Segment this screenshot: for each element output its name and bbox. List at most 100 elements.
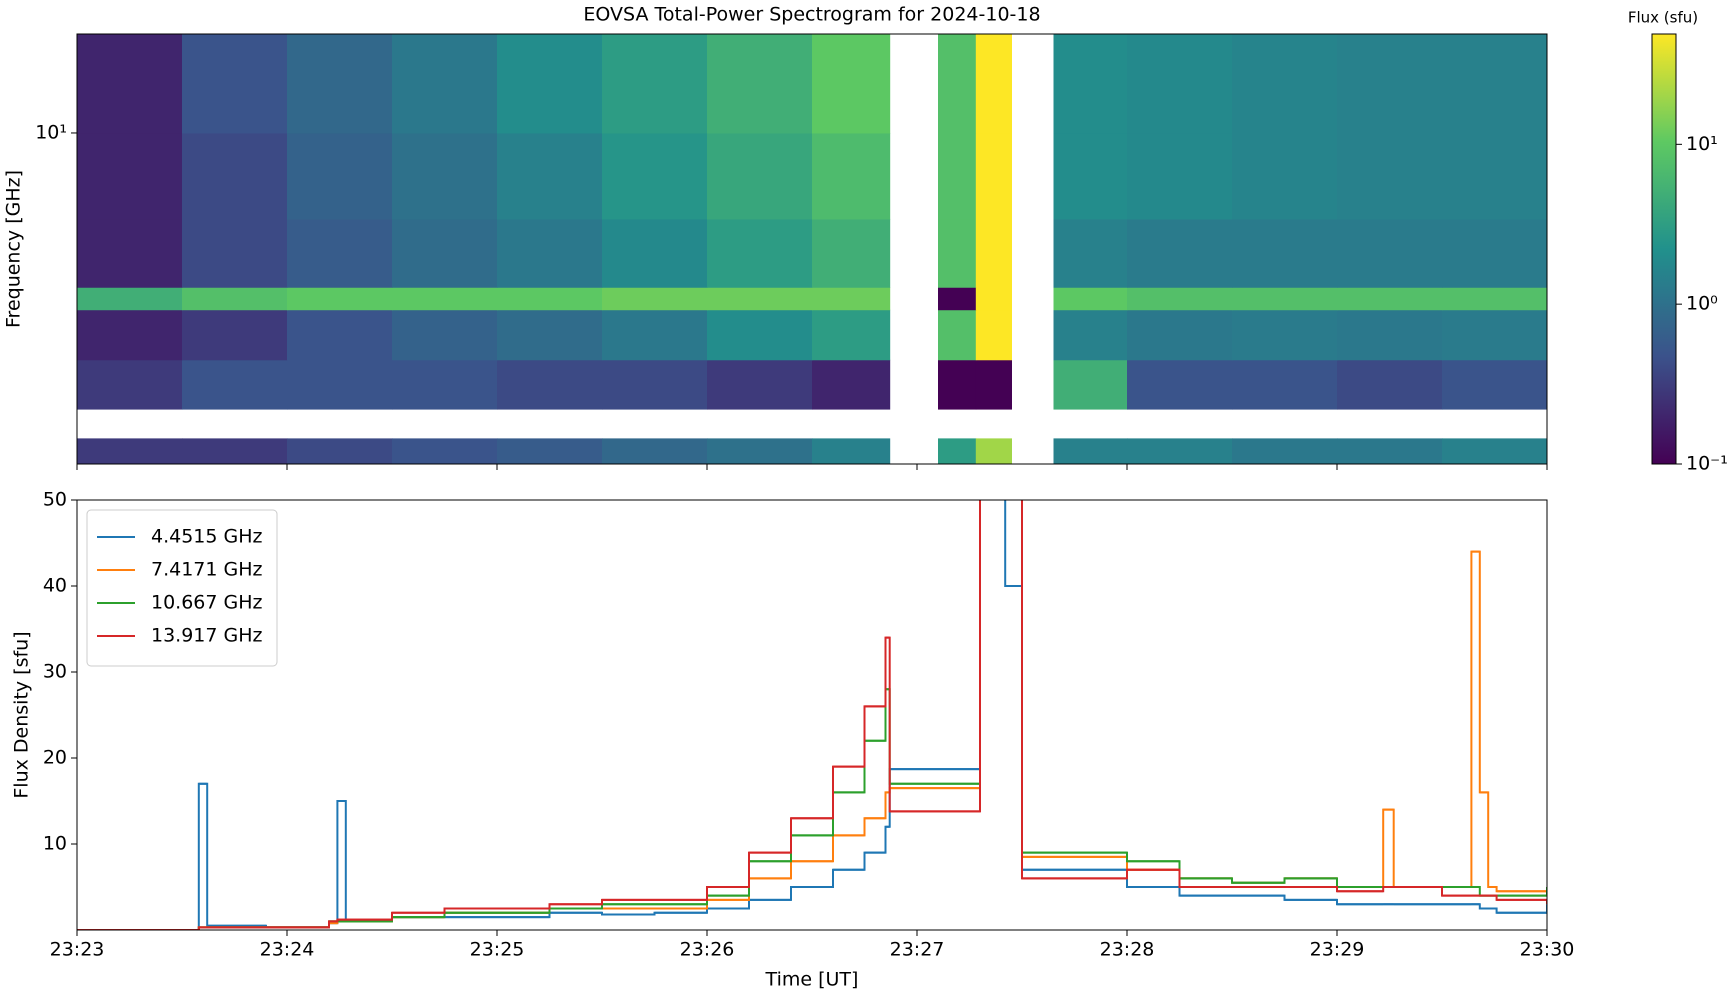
heatmap-cell [497, 34, 603, 134]
heatmap-cell [812, 309, 891, 361]
heatmap-cell [1127, 34, 1233, 134]
y-tick-label: 10 [43, 833, 67, 855]
heatmap-cell [1442, 34, 1548, 134]
heatmap-cell [392, 34, 498, 134]
heatmap-cell [1337, 287, 1443, 311]
heatmap-cell [1232, 34, 1338, 134]
heatmap-cell [287, 309, 393, 361]
plot-area [77, 500, 1547, 930]
y-tick-label: 20 [43, 747, 67, 769]
heatmap-cell [1127, 287, 1233, 311]
heatmap-cell [602, 438, 708, 465]
heatmap-cell [77, 218, 183, 288]
heatmap-cell [1127, 218, 1233, 288]
heatmap-cell [392, 218, 498, 288]
heatmap-cell [392, 309, 498, 361]
heatmap-cell [812, 359, 891, 410]
heatmap-cell [77, 359, 183, 410]
heatmap-cell [938, 309, 977, 361]
y-tick-label: 50 [43, 489, 67, 511]
heatmap-cell [1442, 359, 1548, 410]
heatmap-cell [287, 34, 393, 134]
y-tick-label: 40 [43, 575, 67, 597]
heatmap-cell [1337, 132, 1443, 220]
step-connector [77, 500, 1547, 930]
heatmap-cell [602, 218, 708, 288]
heatmap-cell [497, 438, 603, 465]
heatmap-cell [938, 438, 977, 465]
heatmap-cell [1053, 218, 1128, 288]
heatmap-cell [1127, 132, 1233, 220]
heatmap-cell [707, 132, 813, 220]
heatmap-cell [975, 309, 1012, 361]
heatmap-cell [812, 132, 891, 220]
heatmap-cell [938, 359, 977, 410]
x-tick-label: 23:23 [50, 939, 105, 961]
plot-frame [76, 33, 1548, 465]
heatmap-cell [707, 287, 813, 311]
heatmap-cell [182, 359, 288, 410]
x-tick-label: 23:27 [890, 939, 945, 961]
legend-label: 13.917 GHz [151, 625, 263, 647]
step-connector [77, 500, 1547, 930]
x-tick-label: 23:25 [470, 939, 525, 961]
heatmap-cell [287, 218, 393, 288]
heatmap-cell [1127, 359, 1233, 410]
heatmap-cell [812, 438, 891, 465]
heatmap-cell [1053, 34, 1128, 134]
heatmap-cell [1053, 132, 1128, 220]
heatmap-cell [707, 309, 813, 361]
heatmap-cell [1337, 309, 1443, 361]
heatmap-cell [77, 438, 183, 465]
y-tick-label: 30 [43, 661, 67, 683]
heatmap-cell [182, 287, 288, 311]
heatmap-cell [938, 218, 977, 288]
heatmap-cell [497, 359, 603, 410]
y-tick-label: 10¹ [35, 121, 67, 143]
chart-title: EOVSA Total-Power Spectrogram for 2024-1… [583, 4, 1040, 26]
legend-label: 4.4515 GHz [151, 526, 263, 548]
heatmap-cell [1442, 287, 1548, 311]
heatmap-cell [182, 309, 288, 361]
heatmap-cell [1337, 359, 1443, 410]
heatmap-cell [497, 132, 603, 220]
heatmap-cell [1442, 218, 1548, 288]
heatmap-cell [602, 287, 708, 311]
heatmap-cell [975, 132, 1012, 220]
heatmap-cell [77, 132, 183, 220]
heatmap-cell [812, 287, 891, 311]
heatmap-cell [1442, 438, 1548, 465]
x-tick-label: 23:26 [680, 939, 735, 961]
heatmap-cell [392, 132, 498, 220]
heatmap-cell [1442, 132, 1548, 220]
heatmap-cell [707, 438, 813, 465]
heatmap-cell [602, 309, 708, 361]
colorbar-tick-label: 10⁰ [1686, 293, 1718, 315]
heatmap-cell [812, 34, 891, 134]
heatmap-cell [77, 309, 183, 361]
x-axis-label: Time [UT] [765, 969, 859, 991]
colorbar-label: Flux (sfu) [1628, 9, 1698, 27]
heatmap-cell [1053, 287, 1128, 311]
heatmap-cell [602, 132, 708, 220]
heatmap-cell [1337, 34, 1443, 134]
legend-label: 10.667 GHz [151, 592, 263, 614]
heatmap-cell [392, 287, 498, 311]
heatmap-cell [812, 218, 891, 288]
heatmap-cell [602, 359, 708, 410]
heatmap-cell [182, 132, 288, 220]
colorbar-tick-label: 10¹ [1686, 133, 1718, 155]
heatmap-cell [1232, 438, 1338, 465]
y-axis-label: Frequency [GHz] [3, 170, 25, 328]
legend-label: 7.4171 GHz [151, 559, 263, 581]
colorbar [1651, 33, 1677, 465]
heatmap-cell [938, 287, 977, 311]
heatmap-cell [975, 438, 1012, 465]
heatmap-cell [707, 34, 813, 134]
heatmap-cell [287, 438, 393, 465]
heatmap-cell [1232, 309, 1338, 361]
heatmap-cell [497, 218, 603, 288]
heatmap-cell [602, 34, 708, 134]
heatmap-cell [392, 359, 498, 410]
